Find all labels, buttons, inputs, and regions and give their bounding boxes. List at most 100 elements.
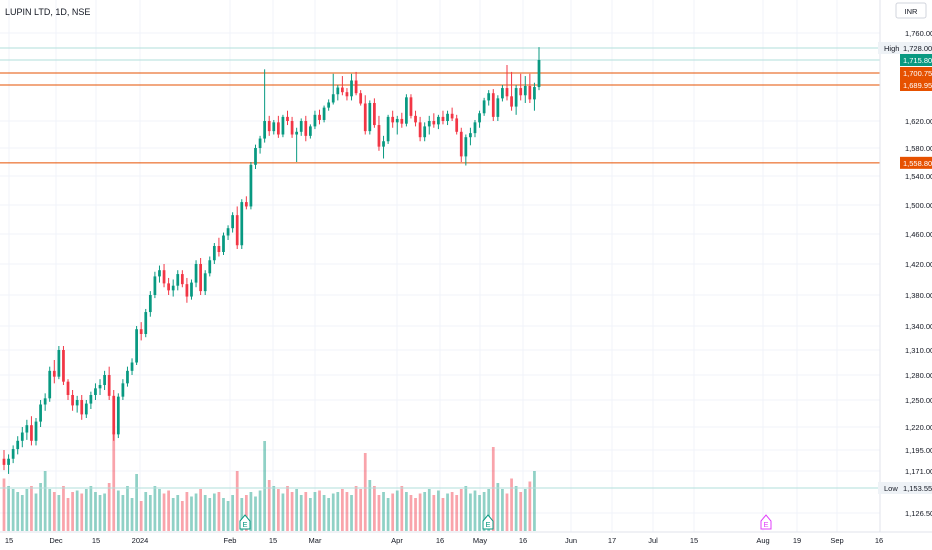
- volume-bar: [121, 495, 125, 531]
- candle: [299, 118, 303, 136]
- candle: [249, 162, 253, 210]
- candle: [167, 277, 170, 295]
- volume-bar: [514, 486, 518, 531]
- volume-bar: [116, 490, 120, 531]
- volume-bar: [176, 495, 180, 531]
- x-tick-label: Feb: [224, 536, 237, 545]
- candle: [139, 322, 143, 341]
- y-tick-label: 1,340.00: [905, 322, 932, 331]
- volume-bar: [459, 489, 463, 531]
- volume-bar: [66, 498, 70, 531]
- volume-bar: [57, 495, 61, 531]
- x-axis[interactable]: 15 Dec 15 2024 Feb 15 Mar Apr 16 May 16 Jun 17 Jul 15 A…: [0, 531, 932, 545]
- horizontal-levels: [0, 47, 880, 489]
- volume-bar: [107, 483, 111, 531]
- volume-bar: [473, 490, 477, 531]
- candle: [135, 326, 138, 365]
- candle: [217, 237, 221, 257]
- volume-bar: [185, 492, 189, 531]
- candle: [455, 114, 459, 135]
- volume-bar: [112, 432, 116, 531]
- volume-bar: [171, 498, 175, 531]
- candle: [304, 115, 308, 142]
- candle: [180, 270, 184, 288]
- volume-bar: [139, 501, 143, 531]
- x-tick-label: Sep: [830, 536, 843, 545]
- candle: [62, 346, 65, 385]
- x-tick-label: 2024: [132, 536, 149, 545]
- volume-bar: [336, 492, 340, 531]
- candle: [386, 114, 390, 144]
- y-tick-label: 1,310.00: [905, 346, 932, 355]
- candle: [244, 196, 248, 210]
- y-tick-label: 1,500.00: [905, 201, 932, 210]
- y-tick-label: 1,250.00: [905, 396, 932, 405]
- candle: [281, 114, 285, 138]
- earnings-marker[interactable]: E: [482, 514, 494, 530]
- candle: [194, 260, 198, 288]
- y-axis[interactable]: 1,760.00 1,620.00 1,580.00 1,540.00 1,500.00…: [878, 0, 932, 532]
- volume-bar: [75, 490, 79, 531]
- candle: [39, 400, 42, 427]
- candle: [231, 212, 235, 233]
- x-tick-label: 15: [269, 536, 277, 545]
- volume-bar: [395, 490, 399, 531]
- volume-bar: [446, 493, 449, 531]
- x-tick-label: 16: [436, 536, 444, 545]
- volume-bar: [450, 492, 454, 531]
- candle: [391, 110, 395, 128]
- volume-bar: [208, 498, 212, 531]
- candle: [395, 115, 399, 135]
- volume-bar: [386, 498, 390, 531]
- candle: [222, 232, 225, 255]
- candle: [272, 119, 276, 135]
- volume-bar: [363, 453, 367, 531]
- volume-bar: [226, 501, 230, 531]
- candle: [382, 135, 385, 159]
- volume-bar: [423, 492, 427, 531]
- y-tick-label: 1,171.00: [905, 467, 932, 476]
- volume-bar: [103, 493, 106, 531]
- volume-bar: [432, 495, 436, 531]
- volume-bar: [217, 492, 221, 531]
- candle: [295, 127, 299, 162]
- volume-bars: [2, 432, 536, 531]
- volume-bar: [98, 495, 102, 531]
- candle: [258, 135, 262, 154]
- earnings-marker[interactable]: E: [239, 514, 251, 530]
- volume-bar: [354, 486, 358, 531]
- candle: [267, 115, 271, 136]
- candle: [199, 258, 202, 295]
- volume-bar: [39, 483, 42, 531]
- candle: [48, 366, 52, 402]
- volume-bar: [254, 496, 257, 531]
- candle: [75, 395, 79, 413]
- volume-bar: [528, 481, 532, 531]
- candlesticks: [2, 47, 541, 474]
- candle: [2, 450, 6, 471]
- earnings-marker[interactable]: E: [760, 514, 772, 530]
- volume-bar: [441, 498, 445, 531]
- price-label-level: 1,558.80: [900, 156, 932, 169]
- volume-bar: [523, 489, 527, 531]
- y-tick-label: 1,126.50: [905, 509, 932, 518]
- volume-bar: [222, 498, 225, 531]
- volume-bar: [52, 492, 56, 531]
- candle: [501, 84, 504, 102]
- candle: [185, 277, 189, 303]
- candle: [437, 114, 440, 130]
- y-tick-label: 1,420.00: [905, 260, 932, 269]
- currency-button[interactable]: INR: [895, 2, 927, 19]
- candle: [464, 134, 468, 166]
- candle: [112, 390, 116, 441]
- svg-text:1,153.55: 1,153.55: [903, 484, 932, 493]
- volume-bar: [20, 495, 24, 531]
- candle: [30, 416, 33, 446]
- volume-bar: [418, 493, 422, 531]
- volume-bar: [295, 489, 299, 531]
- volume-bar: [212, 493, 216, 531]
- volume-bar: [400, 486, 404, 531]
- volume-bar: [62, 486, 65, 531]
- volume-bar: [327, 498, 331, 531]
